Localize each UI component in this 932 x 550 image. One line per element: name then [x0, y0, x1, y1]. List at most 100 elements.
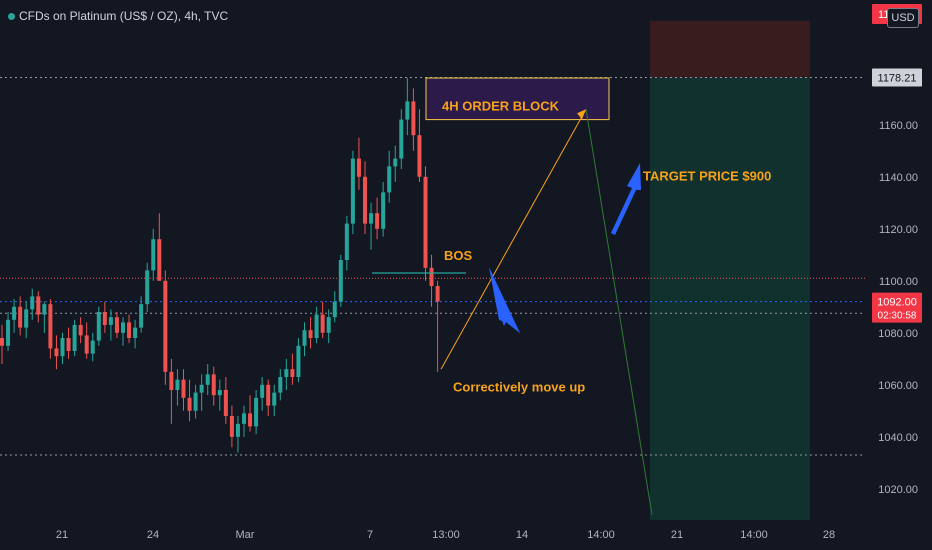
x-tick-label: 14:00	[587, 529, 615, 541]
candle-body	[217, 390, 222, 396]
candle-body	[187, 397, 192, 411]
candle-body	[96, 312, 101, 341]
candle-body	[133, 327, 138, 338]
candle-body	[127, 322, 132, 338]
candle-body	[102, 312, 107, 325]
candle-body	[205, 374, 210, 385]
candle-body	[54, 348, 59, 357]
candle-body	[320, 314, 325, 333]
x-tick-label: 24	[147, 529, 159, 541]
candle-body	[108, 317, 113, 325]
candle-body	[211, 374, 216, 396]
corrective-move-label: Correctively move up	[453, 379, 585, 394]
candle-body	[0, 338, 4, 346]
candle-body	[332, 301, 337, 318]
candle-body	[417, 135, 422, 177]
candle-body	[399, 119, 404, 159]
y-tick-label: 1060.00	[878, 380, 918, 392]
currency-button[interactable]: USD	[887, 8, 919, 28]
candle-body	[223, 390, 228, 416]
candle-body	[411, 101, 416, 136]
y-tick-label: 1040.00	[878, 432, 918, 444]
y-tick-label: 1140.00	[879, 172, 918, 184]
candle-body	[278, 377, 283, 393]
order-block-price-text: 1178.21	[878, 72, 917, 84]
candle-body	[72, 325, 77, 351]
projection-arrowhead	[577, 109, 586, 120]
candle-body	[423, 176, 428, 268]
candle-body	[42, 304, 47, 315]
y-tick-label: 1160.00	[879, 120, 918, 132]
candle-body	[308, 330, 313, 338]
candle-body	[175, 379, 180, 390]
x-tick-label: 21	[56, 529, 68, 541]
x-tick-label: 28	[823, 529, 835, 541]
candle-body	[181, 379, 186, 398]
ticker-label: CFDs on Platinum (US$ / OZ), 4h, TVC	[19, 9, 229, 23]
order-block-label: 4H ORDER BLOCK	[442, 99, 560, 114]
candle-body	[260, 384, 265, 398]
candle-body	[193, 392, 198, 411]
x-tick-label: 7	[367, 529, 373, 541]
target-price-label: TARGET PRICE $900	[643, 169, 771, 184]
down-arrow-head-icon	[489, 267, 520, 333]
projection-line	[440, 108, 587, 370]
down-arrow-icon	[489, 267, 520, 333]
up-arrow-icon	[611, 163, 641, 235]
candle-body	[145, 270, 150, 305]
candle-body	[296, 345, 301, 377]
candle-body	[405, 101, 410, 120]
candle-body	[242, 413, 246, 424]
bos-label: BOS	[444, 248, 473, 263]
price-axis-bg	[865, 0, 932, 550]
x-tick-label: 14	[516, 529, 528, 541]
x-tick-label: Mar	[236, 529, 255, 541]
candle-body	[157, 239, 162, 281]
take-profit-zone	[650, 77, 810, 520]
candle-body	[121, 322, 125, 333]
candle-body	[139, 304, 144, 328]
candle-body	[363, 176, 367, 224]
x-tick-label: 14:00	[740, 529, 768, 541]
price-axis: 1020.00 1040.00 1060.00 1080.00 1100.00 1120.…	[865, 0, 932, 550]
candle-body	[114, 317, 119, 333]
candle-body	[36, 296, 41, 315]
candle-body	[60, 338, 65, 357]
y-tick-label: 1100.00	[879, 276, 918, 288]
current-price-tag	[872, 292, 922, 323]
candle-body	[393, 158, 398, 167]
candle-body	[163, 280, 168, 372]
order-block-price-tag	[872, 68, 922, 87]
x-tick-label: 21	[671, 529, 683, 541]
candle-body	[381, 192, 386, 229]
candle-body	[248, 413, 253, 427]
bar-countdown-text: 02:30:58	[878, 311, 917, 322]
stop-price-text: 11	[878, 9, 889, 21]
candle-body	[66, 338, 71, 351]
y-tick-label: 1020.00	[878, 484, 918, 496]
time-axis: 21 24 Mar 7 13:00 14 14:00 21 14:00 28	[56, 529, 835, 541]
y-tick-label: 1120.00	[879, 224, 918, 236]
candle-body	[284, 369, 289, 377]
candle-body	[229, 416, 234, 437]
candle-body	[48, 304, 53, 349]
ticker-title[interactable]: CFDs on Platinum (US$ / OZ), 4h, TVC	[8, 9, 228, 23]
candle-body	[24, 309, 29, 328]
candle-body	[290, 369, 295, 377]
candle-body	[272, 392, 277, 406]
candle-body	[18, 306, 23, 328]
candle-body	[344, 223, 349, 260]
candle-body	[84, 335, 89, 354]
candle-body	[356, 158, 361, 177]
candle-body	[169, 371, 174, 390]
candle-body	[12, 306, 17, 320]
candle-body	[30, 296, 35, 310]
candle-body	[78, 325, 83, 336]
market-status-icon	[8, 13, 15, 21]
stop-loss-zone	[650, 20, 810, 78]
candle-body	[326, 317, 331, 333]
candle-body	[429, 267, 434, 286]
candles-series	[0, 78, 440, 453]
candle-body	[151, 239, 156, 271]
